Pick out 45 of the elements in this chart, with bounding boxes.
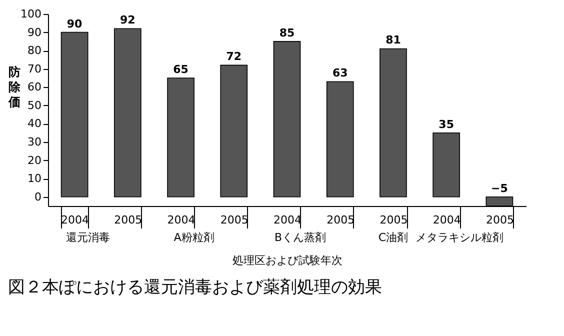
y-tick-label: 30 <box>28 136 42 148</box>
data-label: 65 <box>173 63 188 76</box>
x-tick-label: 2005 <box>326 214 355 226</box>
caption: 図２本ぽにおける還元消毒および薬剤処理の効果 <box>8 278 382 298</box>
data-label: 35 <box>438 118 454 131</box>
data-label: 63 <box>332 66 348 80</box>
x-tick-label: 2005 <box>114 214 142 226</box>
text: C油剤 <box>378 231 408 244</box>
bar <box>432 132 460 198</box>
y-tick-label: 10 <box>28 172 42 186</box>
x-tick-label: 2005 <box>486 214 514 226</box>
bar <box>326 81 354 198</box>
y-tick-label: 50 <box>28 98 42 112</box>
x-tick-label: 2004 <box>61 214 90 226</box>
y-tick-label: 90 <box>28 26 42 39</box>
x-tick-label: 2004 <box>432 214 461 226</box>
data-label: 81 <box>386 34 401 47</box>
x-tick-label: 2004 <box>167 214 196 226</box>
bar <box>114 28 142 198</box>
y-tick-label: 80 <box>28 44 42 58</box>
text: Bくん蒸剤 <box>274 231 326 244</box>
data-label: 92 <box>120 14 136 27</box>
data-label: 85 <box>279 26 295 40</box>
y-tick-label: 0 <box>34 190 42 204</box>
x-axis-title: 処理区および試験年次 <box>232 254 342 267</box>
bar <box>380 48 407 198</box>
data-label: 72 <box>226 50 242 64</box>
y-tick-label: 100 <box>20 8 42 20</box>
x-tick-label: 2005 <box>220 214 248 226</box>
bar <box>273 41 301 198</box>
text: メタラキシル粒剤 <box>416 231 504 244</box>
bar <box>220 64 248 198</box>
bar <box>167 78 194 198</box>
text: A粉粒剤 <box>174 231 214 244</box>
y-axis-title: 防除価 <box>8 65 22 110</box>
y-tick-label: 70 <box>28 62 42 76</box>
x-tick-label: 2005 <box>380 214 408 226</box>
text: 還元消毒 <box>66 231 110 244</box>
y-tick-label: 20 <box>28 154 42 167</box>
y-tick-label: 60 <box>28 80 42 94</box>
data-label: −5 <box>491 182 508 195</box>
data-label: 90 <box>66 17 83 30</box>
y-tick-label: 40 <box>28 117 42 130</box>
x-tick-label: 2004 <box>274 214 302 226</box>
bar <box>60 32 88 198</box>
